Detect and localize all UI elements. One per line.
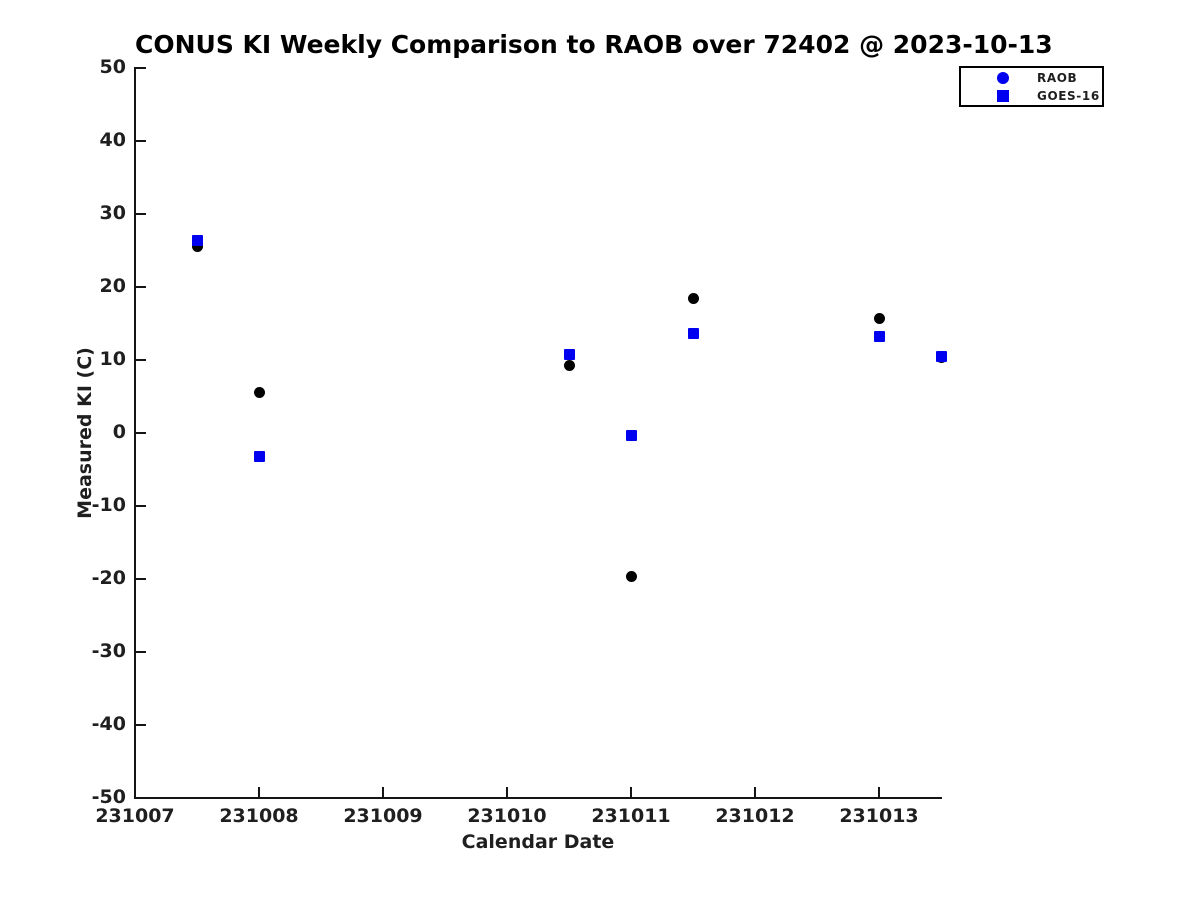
x-axis-label: Calendar Date bbox=[461, 831, 615, 853]
goes16-square-marker-icon bbox=[997, 89, 1009, 102]
y-tick-label: -20 bbox=[91, 567, 126, 589]
x-tick-mark bbox=[630, 787, 632, 797]
y-tick-mark bbox=[136, 651, 146, 653]
x-tick-mark bbox=[506, 787, 508, 797]
raob-data-point bbox=[625, 571, 637, 583]
goes-16-data-point bbox=[687, 328, 699, 340]
y-tick-mark bbox=[136, 213, 146, 215]
y-tick-label: 40 bbox=[99, 129, 126, 151]
y-tick-mark bbox=[136, 359, 146, 361]
x-tick-label: 231009 bbox=[343, 805, 423, 827]
y-tick-mark bbox=[136, 67, 146, 69]
legend-entry-raob: RAOB bbox=[961, 69, 1102, 86]
raob-data-point bbox=[253, 387, 265, 399]
x-tick-label: 231012 bbox=[715, 805, 795, 827]
x-tick-label: 231008 bbox=[219, 805, 299, 827]
y-tick-label: 0 bbox=[112, 421, 126, 443]
y-tick-label: -40 bbox=[91, 713, 126, 735]
y-tick-mark bbox=[136, 578, 146, 580]
y-tick-mark bbox=[136, 140, 146, 142]
x-tick-mark bbox=[382, 787, 384, 797]
x-tick-label: 231010 bbox=[467, 805, 547, 827]
goes-16-data-point bbox=[191, 234, 203, 246]
chart-title: CONUS KI Weekly Comparison to RAOB over … bbox=[135, 30, 1053, 59]
y-tick-label: -30 bbox=[91, 640, 126, 662]
goes-16-data-point bbox=[935, 350, 947, 362]
x-axis-spine bbox=[134, 797, 942, 799]
legend: RAOB GOES-16 bbox=[959, 66, 1104, 107]
x-tick-mark bbox=[878, 787, 880, 797]
y-tick-label: 10 bbox=[99, 348, 126, 370]
goes-16-data-point bbox=[563, 349, 575, 361]
goes-16-data-point bbox=[873, 331, 885, 343]
raob-data-point bbox=[687, 293, 699, 305]
legend-label-raob: RAOB bbox=[1037, 70, 1078, 85]
y-tick-mark bbox=[136, 432, 146, 434]
x-tick-mark bbox=[134, 787, 136, 797]
legend-label-goes16: GOES-16 bbox=[1037, 88, 1100, 103]
goes-16-data-point bbox=[625, 430, 637, 442]
x-tick-mark bbox=[754, 787, 756, 797]
y-tick-label: 20 bbox=[99, 275, 126, 297]
x-tick-label: 231007 bbox=[95, 805, 175, 827]
x-tick-mark bbox=[258, 787, 260, 797]
y-axis-spine bbox=[134, 67, 136, 799]
raob-data-point bbox=[563, 359, 575, 371]
x-tick-label: 231013 bbox=[839, 805, 919, 827]
y-tick-label: -50 bbox=[91, 786, 126, 808]
x-tick-label: 231011 bbox=[591, 805, 671, 827]
y-tick-mark bbox=[136, 797, 146, 799]
y-tick-label: 30 bbox=[99, 202, 126, 224]
y-tick-mark bbox=[136, 724, 146, 726]
goes-16-data-point bbox=[253, 450, 265, 462]
raob-data-point bbox=[873, 312, 885, 324]
raob-circle-marker-icon bbox=[997, 71, 1009, 84]
y-tick-label: 50 bbox=[99, 56, 126, 78]
y-tick-mark bbox=[136, 505, 146, 507]
legend-entry-goes16: GOES-16 bbox=[961, 87, 1102, 104]
y-tick-mark bbox=[136, 286, 146, 288]
raob-data-point bbox=[191, 240, 203, 252]
y-tick-label: -10 bbox=[91, 494, 126, 516]
